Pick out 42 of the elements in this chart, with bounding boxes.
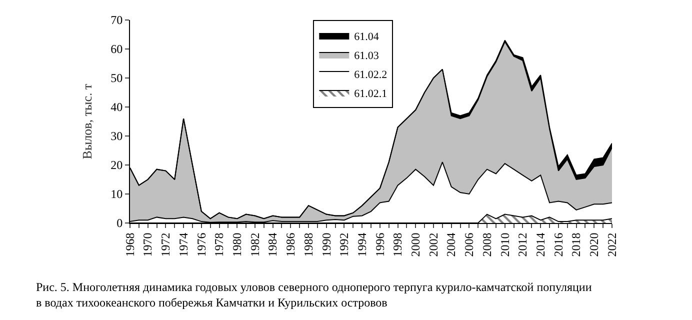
x-tick-label: 1988: [301, 232, 316, 257]
x-tick-label: 1968: [122, 232, 137, 257]
y-axis-title: Вылов, тыс. т: [80, 83, 95, 160]
x-tick-label: 1972: [158, 232, 173, 257]
x-tick-label: 1974: [176, 232, 190, 257]
x-tick-label: 2016: [551, 232, 566, 257]
x-tick-label: 1996: [372, 232, 387, 257]
legend-label: 61.02.2: [354, 68, 388, 81]
legend-label: 61.03: [354, 50, 380, 62]
y-tick-label: 10: [110, 187, 123, 202]
y-tick-label: 60: [110, 42, 123, 56]
x-tick-label: 2014: [533, 232, 548, 257]
x-tick-label: 2018: [569, 232, 584, 257]
x-tick-label: 2002: [426, 232, 440, 257]
x-tick-label: 2022: [604, 232, 619, 257]
y-tick-label: 0: [116, 216, 123, 230]
x-tick-label: 2010: [498, 232, 512, 257]
y-tick-label: 50: [110, 71, 123, 86]
x-tick-label: 1986: [284, 232, 298, 257]
x-tick-label: 2020: [587, 232, 602, 257]
x-tick-label: 1992: [337, 232, 352, 257]
x-tick-label: 1994: [354, 232, 369, 257]
x-tick-label: 1970: [140, 232, 155, 257]
x-tick-label: 2000: [408, 232, 423, 257]
x-tick-label: 1984: [266, 232, 280, 257]
x-tick-label: 1980: [230, 232, 244, 257]
x-tick-label: 2012: [516, 232, 530, 257]
x-tick-label: 1978: [212, 232, 226, 257]
x-tick-label: 1976: [194, 232, 208, 257]
y-tick-label: 40: [110, 100, 123, 114]
legend-label: 61.02.1: [354, 88, 388, 100]
text: Рис. 5. Многолетняя динамика годовых уловов северного одноперого терпуга курило-камчатской популяции в водах тихоокеанского побережья Камчатки и Курильских островов: [36, 280, 592, 310]
y-tick-label: 70: [110, 13, 123, 28]
x-tick-label: 1998: [390, 232, 405, 257]
legend-label: 61.04: [354, 30, 380, 43]
x-tick-label: 2004: [444, 232, 458, 257]
x-tick-label: 1990: [319, 232, 334, 257]
y-tick-label: 30: [110, 129, 123, 144]
x-tick-label: 2006: [462, 232, 476, 257]
x-tick-label: 2008: [480, 232, 494, 257]
x-tick-label: 1982: [248, 232, 262, 257]
y-tick-label: 20: [110, 158, 123, 172]
